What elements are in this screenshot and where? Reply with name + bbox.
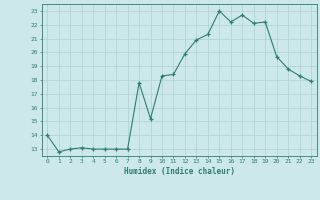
X-axis label: Humidex (Indice chaleur): Humidex (Indice chaleur) bbox=[124, 167, 235, 176]
